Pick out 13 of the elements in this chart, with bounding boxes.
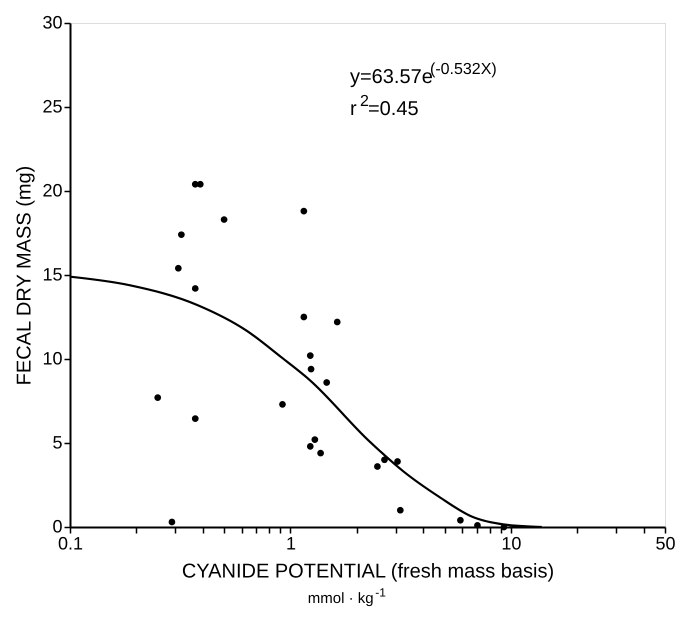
y-tick-label: 10 (42, 348, 62, 368)
y-tick-label: 30 (42, 12, 62, 32)
x-tick-label: 1 (286, 534, 296, 554)
x-axis-title: CYANIDE POTENTIAL (fresh mass basis) (182, 560, 554, 582)
x-tick-label: 10 (501, 534, 522, 554)
y-tick-label: 15 (42, 264, 62, 284)
x-tick-label: 0.1 (58, 534, 84, 554)
x-tick-label: 50 (655, 534, 676, 554)
y-axis-title: FECAL DRY MASS (mg) (13, 166, 36, 386)
y-tick-label: 20 (42, 180, 62, 200)
y-tick-label: 25 (42, 96, 62, 116)
y-tick-label: 0 (52, 516, 62, 536)
y-tick-label: 5 (52, 432, 62, 452)
